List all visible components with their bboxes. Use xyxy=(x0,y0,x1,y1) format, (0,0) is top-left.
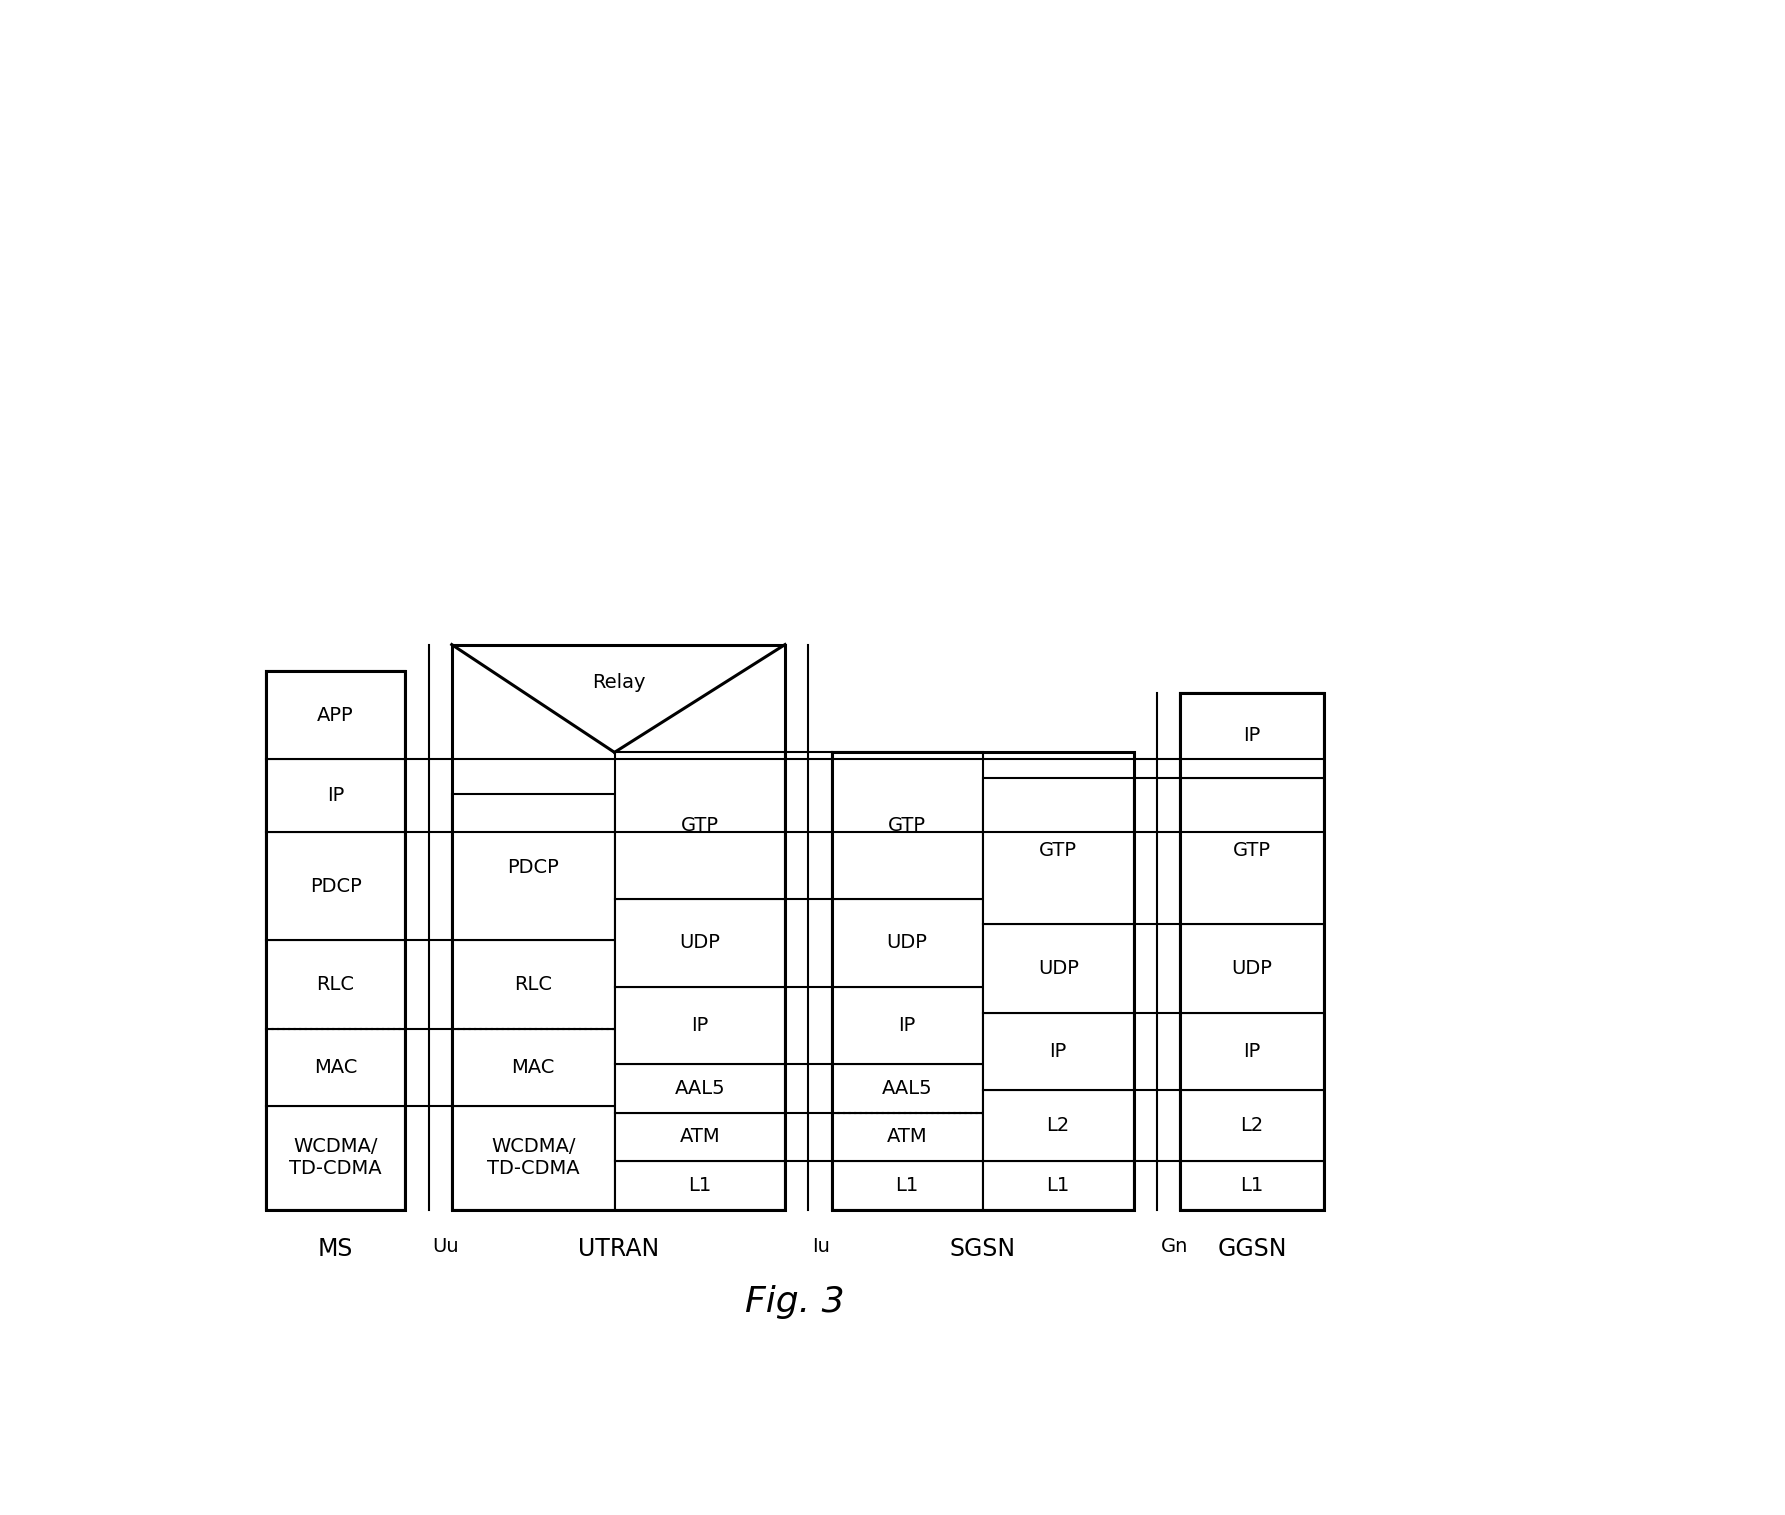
Text: UTRAN: UTRAN xyxy=(578,1236,659,1260)
Text: MAC: MAC xyxy=(512,1057,555,1077)
Bar xyxy=(614,753,785,898)
Text: GGSN: GGSN xyxy=(1217,1236,1287,1260)
Text: L1: L1 xyxy=(1241,1176,1264,1195)
Text: IP: IP xyxy=(327,786,345,806)
Text: L1: L1 xyxy=(896,1176,919,1195)
Bar xyxy=(1180,777,1324,924)
Text: IP: IP xyxy=(1244,726,1260,745)
Text: UDP: UDP xyxy=(1037,959,1078,977)
Text: Iu: Iu xyxy=(812,1236,830,1256)
Bar xyxy=(266,1106,405,1210)
Text: ATM: ATM xyxy=(680,1127,719,1147)
Bar xyxy=(1180,924,1324,1012)
Bar xyxy=(982,1012,1133,1089)
Text: RLC: RLC xyxy=(316,976,355,994)
Bar xyxy=(452,794,614,941)
Text: Uu: Uu xyxy=(432,1236,459,1256)
Text: L1: L1 xyxy=(689,1176,712,1195)
Text: WCDMA/
TD-CDMA: WCDMA/ TD-CDMA xyxy=(487,1138,580,1179)
Bar xyxy=(266,671,405,759)
Text: PDCP: PDCP xyxy=(507,857,559,877)
Text: WCDMA/
TD-CDMA: WCDMA/ TD-CDMA xyxy=(289,1138,382,1179)
Bar xyxy=(982,924,1133,1012)
Text: PDCP: PDCP xyxy=(309,877,361,895)
Bar xyxy=(452,1106,614,1210)
Text: SGSN: SGSN xyxy=(950,1236,1016,1260)
Text: Relay: Relay xyxy=(591,673,644,692)
Bar xyxy=(266,1029,405,1106)
Text: MS: MS xyxy=(318,1236,353,1260)
Text: GTP: GTP xyxy=(1039,841,1076,861)
Bar xyxy=(452,941,614,1029)
Bar xyxy=(614,1112,785,1160)
Bar xyxy=(266,671,405,1210)
Text: L2: L2 xyxy=(1241,1117,1264,1135)
Text: UDP: UDP xyxy=(680,933,719,953)
Bar xyxy=(832,1112,982,1160)
Text: UDP: UDP xyxy=(887,933,928,953)
Bar xyxy=(1180,692,1324,1210)
Text: AAL5: AAL5 xyxy=(675,1079,725,1098)
Text: L1: L1 xyxy=(1046,1176,1069,1195)
Text: IP: IP xyxy=(1050,1042,1067,1060)
Bar xyxy=(266,941,405,1029)
Bar xyxy=(1180,1089,1324,1160)
Text: UDP: UDP xyxy=(1232,959,1273,977)
Bar xyxy=(832,753,1133,1210)
Text: GTP: GTP xyxy=(889,817,926,835)
Bar xyxy=(266,759,405,832)
Bar xyxy=(266,832,405,941)
Bar xyxy=(1180,1160,1324,1210)
Bar xyxy=(982,777,1133,924)
Text: ATM: ATM xyxy=(887,1127,928,1147)
Bar xyxy=(1180,692,1324,777)
Bar xyxy=(982,1089,1133,1160)
Text: AAL5: AAL5 xyxy=(882,1079,932,1098)
Bar xyxy=(452,1029,614,1106)
Text: IP: IP xyxy=(1244,1042,1260,1060)
Bar xyxy=(832,988,982,1064)
Text: Gn: Gn xyxy=(1160,1236,1189,1256)
Text: IP: IP xyxy=(691,1017,709,1035)
Bar xyxy=(1180,1012,1324,1089)
Bar xyxy=(832,1160,982,1210)
Text: APP: APP xyxy=(318,706,353,724)
Text: L2: L2 xyxy=(1046,1117,1069,1135)
Text: RLC: RLC xyxy=(514,976,552,994)
Bar xyxy=(832,898,982,988)
Text: MAC: MAC xyxy=(314,1057,357,1077)
Bar xyxy=(452,644,785,1210)
Text: GTP: GTP xyxy=(1233,841,1271,861)
Bar xyxy=(614,1064,785,1112)
Text: Fig. 3: Fig. 3 xyxy=(744,1285,844,1320)
Bar xyxy=(614,1160,785,1210)
Bar xyxy=(982,1160,1133,1210)
Bar xyxy=(832,1064,982,1112)
Bar xyxy=(832,753,982,898)
Bar xyxy=(614,988,785,1064)
Text: GTP: GTP xyxy=(680,817,719,835)
Bar xyxy=(614,898,785,988)
Text: IP: IP xyxy=(898,1017,916,1035)
